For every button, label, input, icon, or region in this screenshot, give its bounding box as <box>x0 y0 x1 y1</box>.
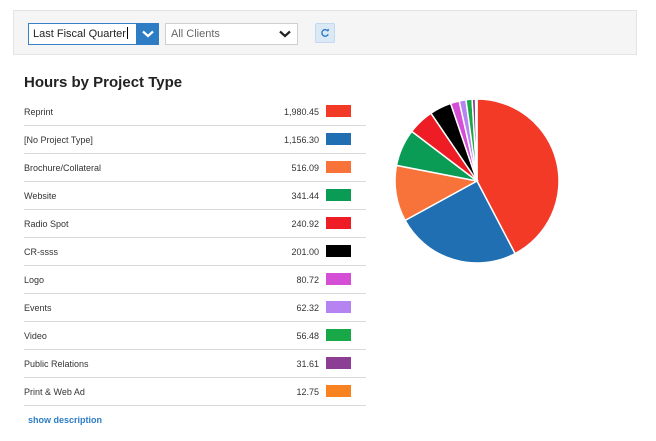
refresh-button[interactable] <box>315 23 335 43</box>
row-hours: 31.61 <box>296 359 319 369</box>
pie-slice[interactable] <box>474 98 478 182</box>
row-label: Print & Web Ad <box>24 387 85 397</box>
row-hours: 341.44 <box>291 191 319 201</box>
legend-swatch <box>326 329 351 341</box>
legend-swatch <box>326 385 351 397</box>
row-label: Events <box>24 303 52 313</box>
legend-swatch <box>326 357 351 369</box>
table-row: Public Relations 31.61 <box>24 350 366 378</box>
table-row: Radio Spot 240.92 <box>24 210 366 238</box>
row-hours: 56.48 <box>296 331 319 341</box>
row-hours: 1,980.45 <box>283 107 319 117</box>
table-row: Reprint 1,980.45 <box>24 98 366 126</box>
table-row: [No Project Type] 1,156.30 <box>24 126 366 154</box>
row-hours: 201.00 <box>291 247 319 257</box>
legend-swatch <box>326 133 351 145</box>
clients-select[interactable]: All Clients <box>165 23 298 45</box>
table-row: Logo 80.72 <box>24 266 366 294</box>
table-row: Print & Web Ad 12.75 <box>24 378 366 406</box>
legend-swatch <box>326 189 351 201</box>
row-label: CR-ssss <box>24 247 58 257</box>
pie-slice[interactable] <box>476 98 560 255</box>
table-row: Events 62.32 <box>24 294 366 322</box>
filter-bar: Last Fiscal Quarter All Clients <box>13 10 637 55</box>
row-label: Radio Spot <box>24 219 69 229</box>
legend-swatch <box>326 105 351 117</box>
chevron-down-icon[interactable] <box>136 23 159 45</box>
row-hours: 62.32 <box>296 303 319 313</box>
row-hours: 12.75 <box>296 387 319 397</box>
legend-swatch <box>326 161 351 173</box>
row-label: Brochure/Collateral <box>24 163 102 173</box>
pie-slice[interactable] <box>404 179 517 264</box>
row-label: Public Relations <box>24 359 89 369</box>
row-hours: 240.92 <box>291 219 319 229</box>
legend-swatch <box>326 273 351 285</box>
pie-chart <box>394 98 560 264</box>
row-label: Logo <box>24 275 45 285</box>
legend-swatch <box>326 217 351 229</box>
project-type-table: Reprint 1,980.45 [No Project Type] 1,156.30… <box>24 98 366 406</box>
legend-swatch <box>326 245 351 257</box>
legend-swatch <box>326 301 351 313</box>
table-row: Website 341.44 <box>24 182 366 210</box>
clients-select-value[interactable]: All Clients <box>171 28 220 40</box>
table-row: Brochure/Collateral 516.09 <box>24 154 366 182</box>
row-label: Reprint <box>24 107 54 117</box>
chevron-down-icon[interactable] <box>277 24 293 44</box>
row-label: Video <box>24 331 47 341</box>
row-hours: 80.72 <box>296 275 319 285</box>
show-description-link[interactable]: show description <box>28 415 103 425</box>
page-title: Hours by Project Type <box>24 74 183 91</box>
row-label: Website <box>24 191 57 201</box>
row-hours: 1,156.30 <box>283 135 319 145</box>
row-label: [No Project Type] <box>24 135 93 145</box>
table-row: CR-ssss 201.00 <box>24 238 366 266</box>
row-hours: 516.09 <box>291 163 319 173</box>
table-row: Video 56.48 <box>24 322 366 350</box>
refresh-icon <box>321 28 330 37</box>
period-select-value[interactable]: Last Fiscal Quarter <box>33 24 128 44</box>
period-select[interactable]: Last Fiscal Quarter <box>28 23 159 45</box>
